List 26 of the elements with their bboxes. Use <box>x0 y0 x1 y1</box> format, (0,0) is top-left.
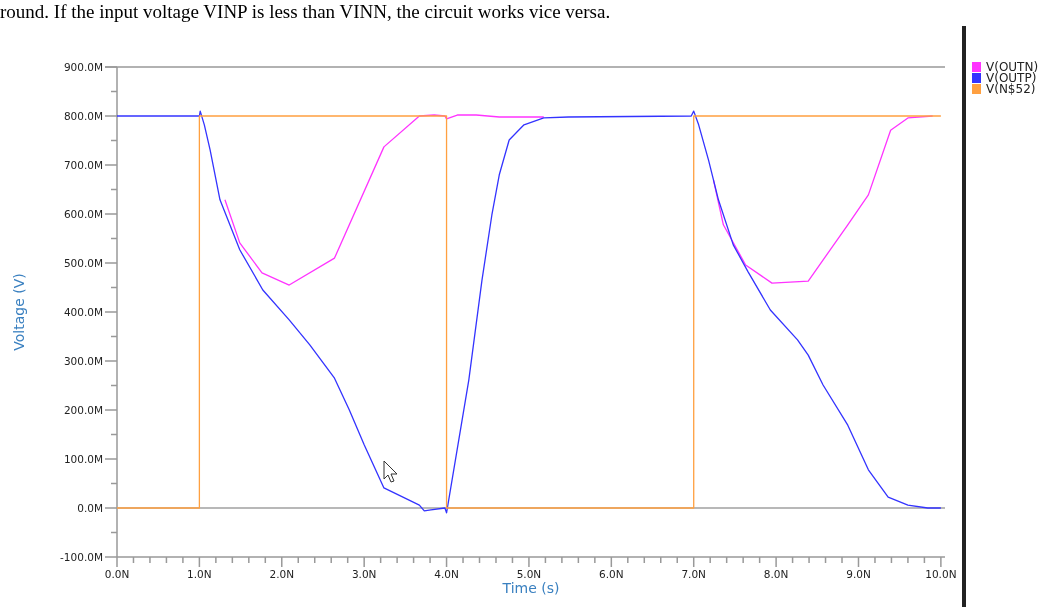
y-tick-label: 400.0M <box>63 306 103 318</box>
x-axis-title: Time (s) <box>501 580 560 596</box>
x-tick-label: 4.0N <box>434 568 459 580</box>
y-tick-label: 100.0M <box>63 453 103 465</box>
text: round. If the input voltage VINP is less than VINN, the circuit works vice versa. <box>0 1 611 22</box>
x-tick-label: 5.0N <box>516 568 542 580</box>
y-tick-label: 0.0M <box>77 502 103 514</box>
y-tick-label: 700.0M <box>63 159 103 171</box>
legend-label: V(N$52) <box>986 82 1036 96</box>
x-tick-label: 2.0N <box>269 568 295 580</box>
x-tick-label: 7.0N <box>681 568 706 580</box>
x-tick-label: 3.0N <box>351 568 377 580</box>
y-tick-label: 600.0M <box>63 208 103 220</box>
y-tick-label: 800.0M <box>63 110 103 122</box>
x-tick-label: 1.0N <box>187 568 212 580</box>
y-tick-label: 300.0M <box>63 355 103 367</box>
x-tick-label: 6.0N <box>599 568 624 580</box>
x-tick-label: 10.0N <box>925 568 957 580</box>
x-tick-label: 9.0N <box>846 568 871 580</box>
y-tick-label: -100.0M <box>60 551 103 563</box>
y-tick-label: 900.0M <box>63 61 103 73</box>
y-axis-title: Voltage (V) <box>11 273 27 351</box>
y-tick-label: 500.0M <box>63 257 103 269</box>
x-tick-label: 8.0N <box>763 568 789 580</box>
y-tick-label: 200.0M <box>63 404 103 416</box>
x-tick-label: 0.0N <box>104 568 130 580</box>
